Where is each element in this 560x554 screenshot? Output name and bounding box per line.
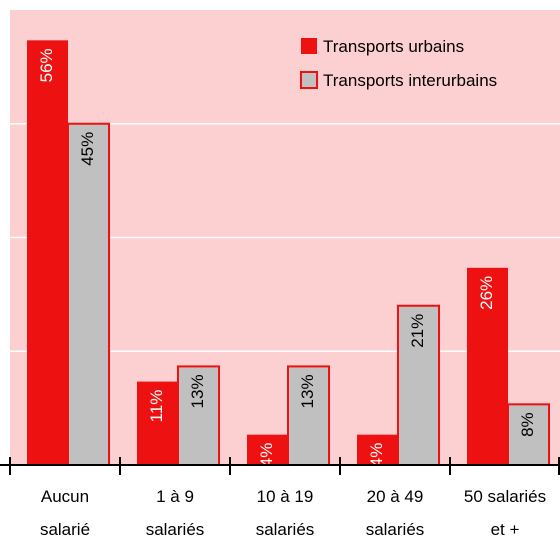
x-tick-label: 10 à 19 [257, 487, 314, 506]
x-tick-label: 50 salariés [464, 487, 546, 506]
bar [357, 434, 398, 465]
value-label: 11% [147, 390, 166, 423]
bar [177, 365, 220, 466]
legend-swatch [301, 38, 317, 54]
value-label: 4% [367, 443, 386, 468]
x-tick-label: salariés [146, 520, 205, 539]
bar [247, 434, 288, 465]
value-label: 26% [477, 276, 496, 310]
legend-swatch [300, 71, 318, 89]
bar [397, 304, 440, 466]
x-tick-label: salariés [256, 520, 315, 539]
value-label: 13% [188, 374, 207, 408]
x-tick-label: 1 à 9 [156, 487, 194, 506]
bar [467, 267, 508, 465]
value-label: 21% [408, 314, 427, 348]
bar [287, 365, 330, 466]
bar [507, 403, 550, 467]
bar [27, 40, 68, 465]
value-label: 56% [37, 48, 56, 82]
bar [67, 122, 110, 466]
x-tick-label: salariés [366, 520, 425, 539]
legend-label: Transports interurbains [323, 71, 497, 90]
x-tick-label: salarié [40, 520, 90, 539]
x-tick-label: 20 à 49 [367, 487, 424, 506]
value-label: 45% [78, 132, 97, 166]
legend-label: Transports urbains [323, 37, 464, 56]
bar [137, 381, 178, 465]
value-label: 13% [298, 374, 317, 408]
value-label: 4% [257, 443, 276, 468]
value-label: 8% [518, 412, 537, 437]
x-tick-label: et + [491, 520, 520, 539]
x-tick-label: Aucun [41, 487, 89, 506]
